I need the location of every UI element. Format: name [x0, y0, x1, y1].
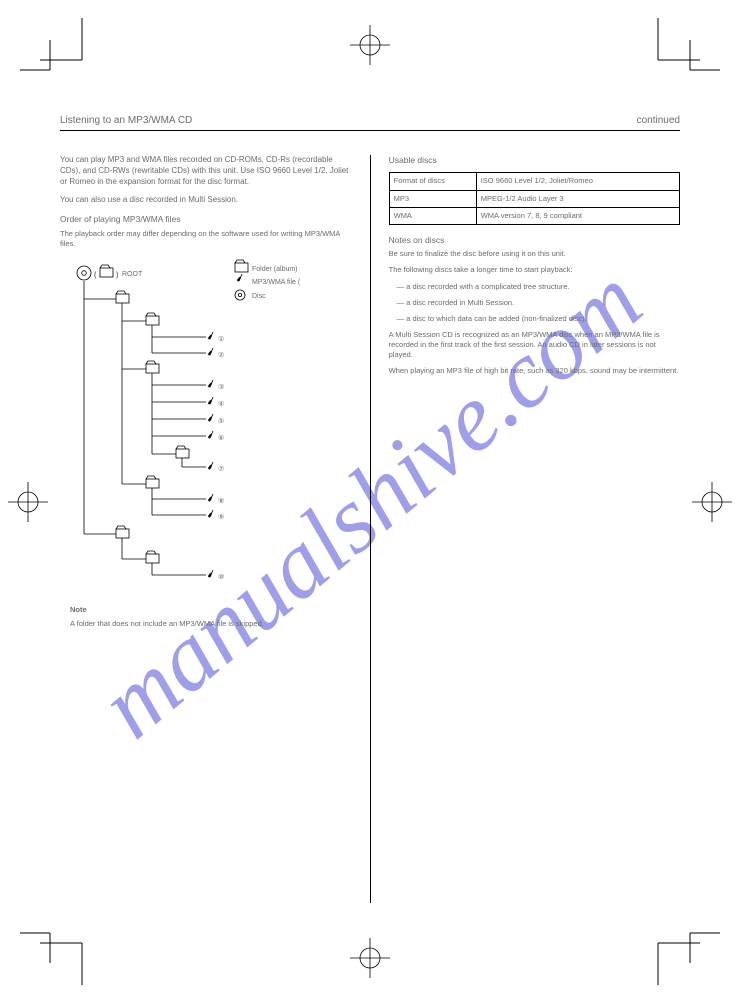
reg-mark-left [8, 482, 48, 522]
table-row: MP3MPEG-1/2 Audio Layer 3 [389, 190, 679, 207]
svg-text:Disc: Disc [252, 293, 266, 300]
svg-text:): ) [116, 272, 118, 279]
svg-text:⑨: ⑨ [218, 513, 224, 521]
svg-text:①: ① [218, 335, 224, 343]
notes-item: The following discs take a longer time t… [389, 265, 680, 275]
svg-text:MP3/WMA file (track): MP3/WMA file (track) [252, 279, 300, 286]
notes-item: When playing an MP3 file of high bit rat… [389, 366, 680, 376]
tree-subtext: The playback order may differ depending … [60, 229, 351, 249]
spec-table: Format of discsISO 9660 Level 1/2, Jolie… [389, 172, 680, 224]
svg-text:⑧: ⑧ [218, 497, 224, 505]
crop-mark-tr2 [635, 18, 700, 83]
notes-heading: Notes on discs [389, 235, 680, 246]
page-title: Listening to an MP3/WMA CD [60, 115, 192, 126]
svg-text:Folder (album): Folder (album) [252, 266, 298, 273]
intro-para-1: You can play MP3 and WMA files recorded … [60, 155, 351, 187]
right-column: Usable discs Format of discsISO 9660 Lev… [389, 155, 680, 382]
header-rule [60, 130, 680, 131]
svg-text:⑤: ⑤ [218, 417, 224, 425]
reg-mark-right [692, 482, 732, 522]
left-column: You can play MP3 and WMA files recorded … [60, 155, 351, 631]
table-row: Format of discsISO 9660 Level 1/2, Jolie… [389, 173, 679, 190]
intro-para-2: You can also use a disc recorded in Mult… [60, 195, 351, 206]
table-cell: Format of discs [389, 173, 476, 190]
table-row: WMAWMA version 7, 8, 9 compliant [389, 207, 679, 224]
svg-text:③: ③ [218, 383, 224, 391]
svg-text:②: ② [218, 351, 224, 359]
continued-label: continued [637, 115, 680, 126]
reg-mark-bottom [350, 938, 390, 978]
table-cell: ISO 9660 Level 1/2, Joliet/Romeo [476, 173, 679, 190]
svg-text:ROOT: ROOT [122, 271, 143, 278]
table-cell: MPEG-1/2 Audio Layer 3 [476, 190, 679, 207]
crop-mark-bl2 [40, 920, 105, 985]
column-divider [370, 155, 371, 903]
table-cell: WMA [389, 207, 476, 224]
note-heading: Note [70, 605, 351, 615]
page-content: Listening to an MP3/WMA CD continued You… [60, 115, 680, 903]
svg-text:⑥: ⑥ [218, 434, 224, 442]
table-cell: MP3 [389, 190, 476, 207]
note-body: A folder that does not include an MP3/WM… [70, 619, 351, 629]
notes-item: — a disc recorded in Multi Session. [397, 298, 680, 308]
notes-item: — a disc to which data can be added (non… [397, 314, 680, 324]
svg-text:⑩: ⑩ [218, 573, 224, 581]
spec-heading: Usable discs [389, 155, 680, 166]
svg-text:⑦: ⑦ [218, 465, 224, 473]
tree-heading: Order of playing MP3/WMA files [60, 214, 351, 225]
notes-item: Be sure to finalize the disc before usin… [389, 249, 680, 259]
notes-item: A Multi Session CD is recognized as an M… [389, 330, 680, 360]
table-cell: WMA version 7, 8, 9 compliant [476, 207, 679, 224]
svg-text:④: ④ [218, 400, 224, 408]
folder-tree-diagram: ( ) ROOT Folder (album) MP3/WMA file (tr… [70, 259, 300, 599]
notes-item: — a disc recorded with a complicated tre… [397, 282, 680, 292]
svg-text:(: ( [94, 272, 97, 279]
crop-mark-tl2 [40, 18, 105, 83]
reg-mark-top [350, 25, 390, 65]
crop-mark-br2 [635, 920, 700, 985]
